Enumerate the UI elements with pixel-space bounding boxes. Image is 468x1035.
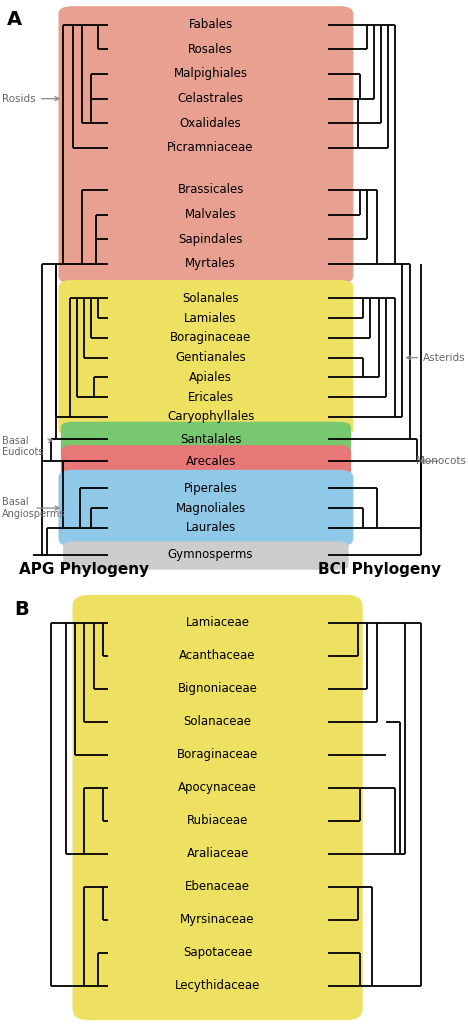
Text: Ebenaceae: Ebenaceae xyxy=(185,880,250,893)
Text: B: B xyxy=(14,600,29,619)
Text: Myrtales: Myrtales xyxy=(185,258,236,270)
Text: Malvales: Malvales xyxy=(185,208,236,221)
Text: Asterids: Asterids xyxy=(407,353,466,362)
Text: Rubiaceae: Rubiaceae xyxy=(187,815,249,827)
Text: Basal
Eudicots: Basal Eudicots xyxy=(2,436,52,457)
Text: Picramniaceae: Picramniaceae xyxy=(168,142,254,154)
FancyBboxPatch shape xyxy=(58,279,353,437)
Text: Solanaceae: Solanaceae xyxy=(183,715,252,729)
Text: Solanales: Solanales xyxy=(183,292,239,305)
Text: Magnoliales: Magnoliales xyxy=(176,502,246,514)
Text: APG Phylogeny: APG Phylogeny xyxy=(19,562,149,578)
FancyBboxPatch shape xyxy=(73,595,363,1021)
Text: A: A xyxy=(7,10,22,29)
Text: Araliaceae: Araliaceae xyxy=(186,848,249,860)
Text: Boraginaceae: Boraginaceae xyxy=(177,748,258,762)
Text: BCI Phylogeny: BCI Phylogeny xyxy=(317,562,441,578)
Text: Santalales: Santalales xyxy=(180,433,241,445)
Text: Bignoniaceae: Bignoniaceae xyxy=(178,682,257,696)
Text: Celastrales: Celastrales xyxy=(177,92,244,106)
Text: Basal
Angiosperms: Basal Angiosperms xyxy=(2,497,66,519)
Text: Acanthaceae: Acanthaceae xyxy=(179,649,256,662)
Text: Caryophyllales: Caryophyllales xyxy=(167,410,254,423)
Text: Apiales: Apiales xyxy=(189,371,232,384)
Text: Rosales: Rosales xyxy=(188,42,233,56)
FancyBboxPatch shape xyxy=(61,421,351,456)
FancyBboxPatch shape xyxy=(58,470,353,546)
FancyBboxPatch shape xyxy=(63,541,349,569)
Text: Piperales: Piperales xyxy=(183,482,238,495)
Text: Ericales: Ericales xyxy=(188,390,234,404)
Text: Lamiales: Lamiales xyxy=(184,312,237,325)
Text: Oxalidales: Oxalidales xyxy=(180,117,241,129)
Text: Brassicales: Brassicales xyxy=(177,183,244,197)
Text: Arecales: Arecales xyxy=(185,454,236,468)
Text: Laurales: Laurales xyxy=(185,522,236,534)
FancyBboxPatch shape xyxy=(61,445,351,478)
Text: Myrsinaceae: Myrsinaceae xyxy=(180,913,255,926)
Text: Boraginaceae: Boraginaceae xyxy=(170,331,251,345)
Text: Lecythidaceae: Lecythidaceae xyxy=(175,979,260,993)
Text: Sapotaceae: Sapotaceae xyxy=(183,946,252,959)
Text: Apocynaceae: Apocynaceae xyxy=(178,781,257,794)
Text: Gentianales: Gentianales xyxy=(175,351,246,364)
Text: Sapindales: Sapindales xyxy=(178,233,243,245)
Text: Gymnosperms: Gymnosperms xyxy=(168,549,253,561)
FancyBboxPatch shape xyxy=(58,6,353,284)
Text: Monocots: Monocots xyxy=(416,456,466,466)
Text: Malpighiales: Malpighiales xyxy=(174,67,248,81)
Text: Rosids: Rosids xyxy=(2,93,59,104)
Text: Lamiaceae: Lamiaceae xyxy=(186,617,249,629)
Text: Fabales: Fabales xyxy=(189,19,233,31)
